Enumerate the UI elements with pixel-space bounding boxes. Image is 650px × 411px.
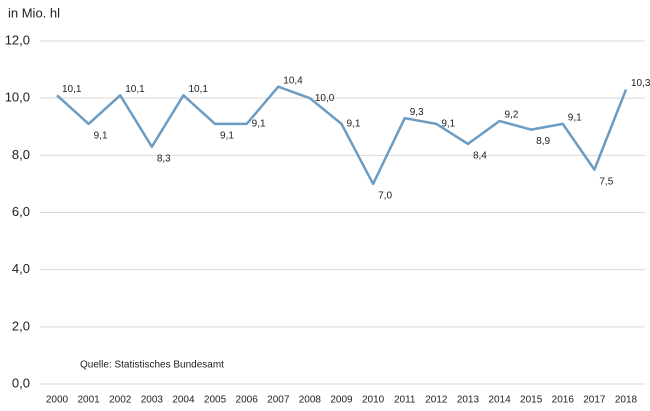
y-tick-label: 6,0 bbox=[12, 204, 30, 219]
value-label: 10,0 bbox=[315, 93, 335, 104]
y-tick-label: 8,0 bbox=[12, 147, 30, 162]
x-tick-label: 2011 bbox=[394, 395, 416, 406]
x-tick-label: 2015 bbox=[520, 395, 543, 406]
y-tick-label: 4,0 bbox=[12, 261, 30, 276]
value-label: 9,1 bbox=[441, 119, 455, 130]
value-label: 8,9 bbox=[536, 136, 550, 147]
value-label: 10,3 bbox=[631, 78, 650, 89]
x-tick-label: 2016 bbox=[552, 395, 575, 406]
x-tick-label: 2009 bbox=[330, 395, 353, 406]
x-tick-label: 2000 bbox=[46, 395, 69, 406]
x-tick-label: 2010 bbox=[362, 395, 385, 406]
value-label: 10,1 bbox=[125, 84, 145, 95]
value-label: 10,1 bbox=[188, 84, 208, 95]
x-tick-label: 2014 bbox=[488, 395, 511, 406]
y-tick-label: 0,0 bbox=[12, 375, 30, 390]
value-label: 9,1 bbox=[94, 131, 108, 142]
line bbox=[56, 85, 628, 186]
value-label: 9,3 bbox=[410, 107, 424, 118]
x-tick-label: 2007 bbox=[267, 395, 290, 406]
value-label: 9,1 bbox=[252, 119, 266, 130]
value-label: 10,4 bbox=[283, 75, 303, 86]
value-label: 7,0 bbox=[378, 191, 392, 202]
y-tick-label: 12,0 bbox=[5, 32, 30, 47]
y-tick-label: 10,0 bbox=[5, 90, 30, 105]
value-label: 7,5 bbox=[599, 176, 613, 187]
source: Quelle: Statistisches Bundesamt bbox=[80, 360, 224, 371]
x-tick-label: 2005 bbox=[204, 395, 227, 406]
value-label: 8,4 bbox=[473, 151, 487, 162]
x-tick-label: 2008 bbox=[299, 395, 322, 406]
value-label: 9,2 bbox=[505, 110, 519, 121]
y-axis-label: in Mio. hl bbox=[8, 5, 60, 20]
x-tick-label: 2012 bbox=[425, 395, 448, 406]
x-tick-label: 2013 bbox=[457, 395, 480, 406]
y-tick-label: 2,0 bbox=[12, 318, 30, 333]
x-tick-label: 2003 bbox=[141, 395, 164, 406]
value-label: 9,1 bbox=[347, 119, 361, 130]
value-label: 9,1 bbox=[568, 113, 582, 124]
value-label: 8,3 bbox=[157, 153, 171, 164]
x-tick-label: 2004 bbox=[172, 395, 195, 406]
x-tick-label: 2001 bbox=[77, 395, 100, 406]
value-label: 10,1 bbox=[62, 84, 82, 95]
x-tick-label: 2018 bbox=[615, 395, 638, 406]
x-tick-label: 2002 bbox=[109, 395, 132, 406]
value-label: 9,1 bbox=[220, 131, 234, 142]
x-tick-label: 2006 bbox=[236, 395, 259, 406]
x-tick-label: 2017 bbox=[583, 395, 606, 406]
